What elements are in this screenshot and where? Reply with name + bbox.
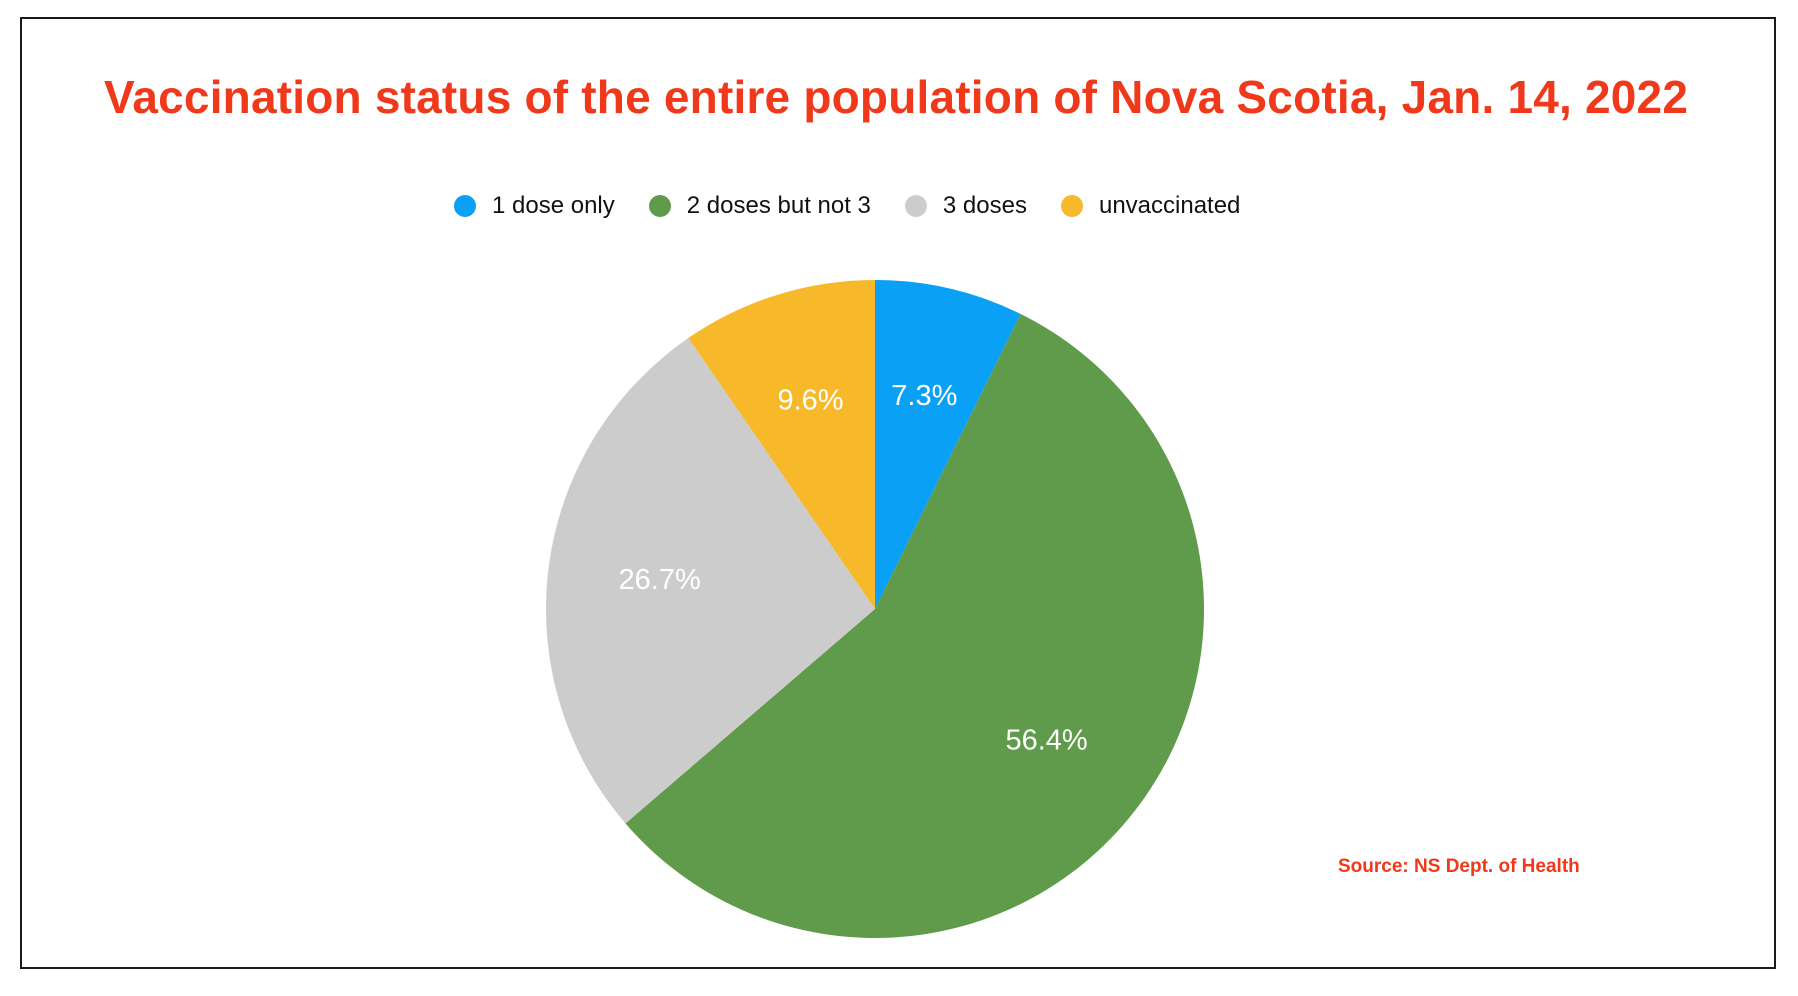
- data-label-3-doses: 26.7%: [619, 564, 701, 596]
- data-label-unvaccinated: 9.6%: [777, 384, 843, 416]
- legend-item-2-doses: 2 doses but not 3: [648, 192, 871, 220]
- legend-label: 2 doses but not 3: [686, 192, 871, 219]
- legend-swatch: [1060, 195, 1083, 217]
- slice-unvaccinated: [688, 280, 875, 609]
- legend-item-3-doses: 3 doses: [904, 192, 1027, 220]
- legend-swatch: [454, 195, 476, 217]
- slice-1-dose: [875, 280, 1021, 609]
- slice-3-doses: [545, 338, 875, 824]
- chart-legend: 1 dose only 2 doses but not 3 3 doses un…: [454, 188, 1274, 224]
- source-note: Source: NS Dept. of Health: [1338, 856, 1580, 877]
- slice-2-doses: [625, 314, 1204, 938]
- legend-item-unvaccinated: unvaccinated: [1060, 192, 1241, 220]
- chart-title: Vaccination status of the entire populat…: [104, 71, 1689, 123]
- legend-label: 1 dose only: [492, 192, 615, 219]
- legend-swatch: [648, 195, 671, 217]
- data-label-1-dose: 7.3%: [891, 380, 957, 412]
- legend-item-1-dose: 1 dose only: [454, 192, 615, 220]
- data-label-2-doses: 56.4%: [1005, 725, 1087, 757]
- legend-label: 3 doses: [942, 192, 1027, 219]
- legend-swatch: [904, 195, 927, 217]
- legend-label: unvaccinated: [1098, 192, 1241, 219]
